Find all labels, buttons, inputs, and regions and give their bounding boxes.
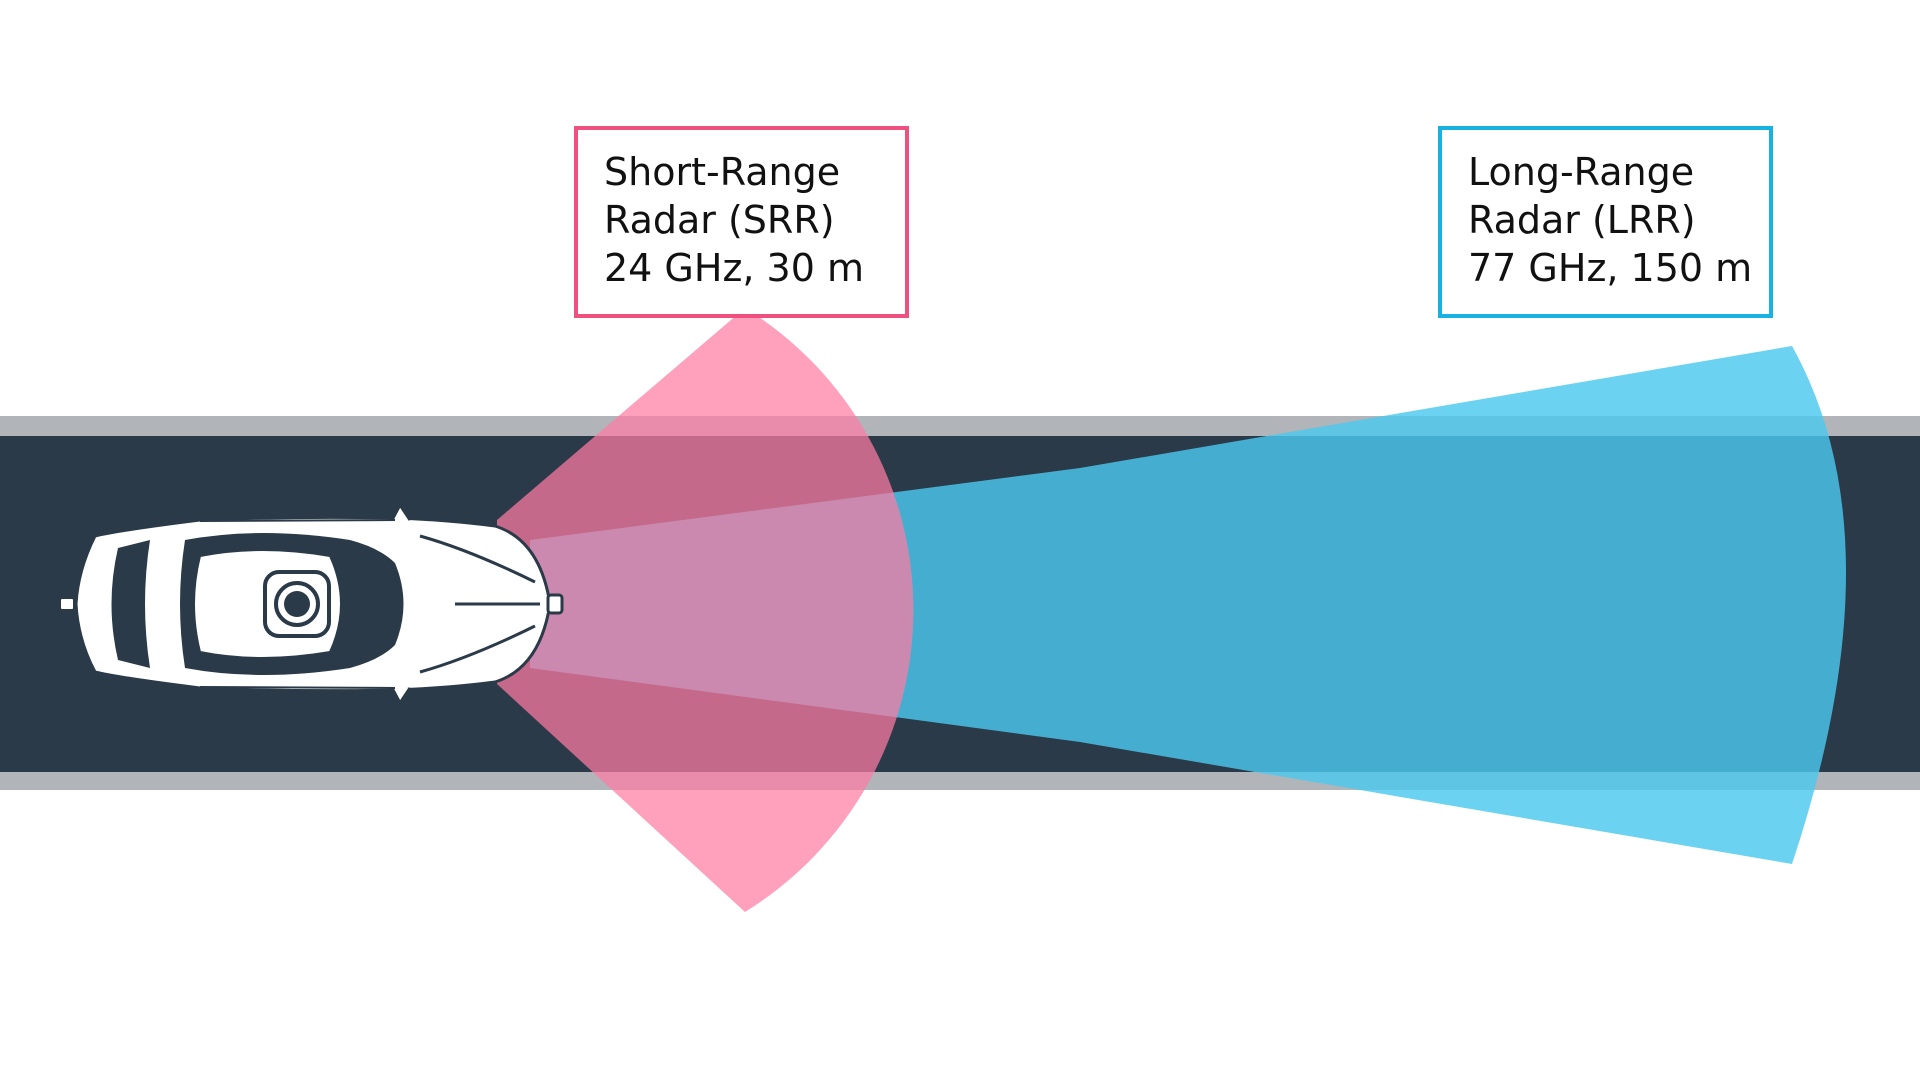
srr-beam — [497, 308, 914, 912]
srr-label-line-2: Radar (SRR) — [604, 198, 835, 242]
lrr-label-box: Long-Range Radar (LRR) 77 GHz, 150 m — [1438, 126, 1773, 318]
lrr-beam — [530, 346, 1846, 864]
sensor-lens — [284, 591, 310, 617]
door-seam-bottom — [199, 686, 396, 689]
rear-tow-hook — [59, 597, 75, 611]
rear-window — [111, 540, 150, 668]
lrr-label-line-3: 77 GHz, 150 m — [1468, 246, 1753, 290]
srr-label-box: Short-Range Radar (SRR) 24 GHz, 30 m — [574, 126, 909, 318]
hood-line-lower — [419, 624, 536, 674]
mirror-right — [390, 687, 412, 706]
door-seam-top — [199, 519, 396, 522]
srr-label-line-3: 24 GHz, 30 m — [604, 246, 865, 290]
mirror-left — [390, 502, 412, 521]
camera-sensor-icon — [263, 570, 331, 638]
front-sensor-mount — [546, 593, 564, 615]
srr-label-line-1: Short-Range — [604, 150, 841, 194]
hood-line-upper — [419, 534, 536, 584]
lrr-label-line-1: Long-Range — [1468, 150, 1695, 194]
lrr-label-line-2: Radar (LRR) — [1468, 198, 1696, 242]
